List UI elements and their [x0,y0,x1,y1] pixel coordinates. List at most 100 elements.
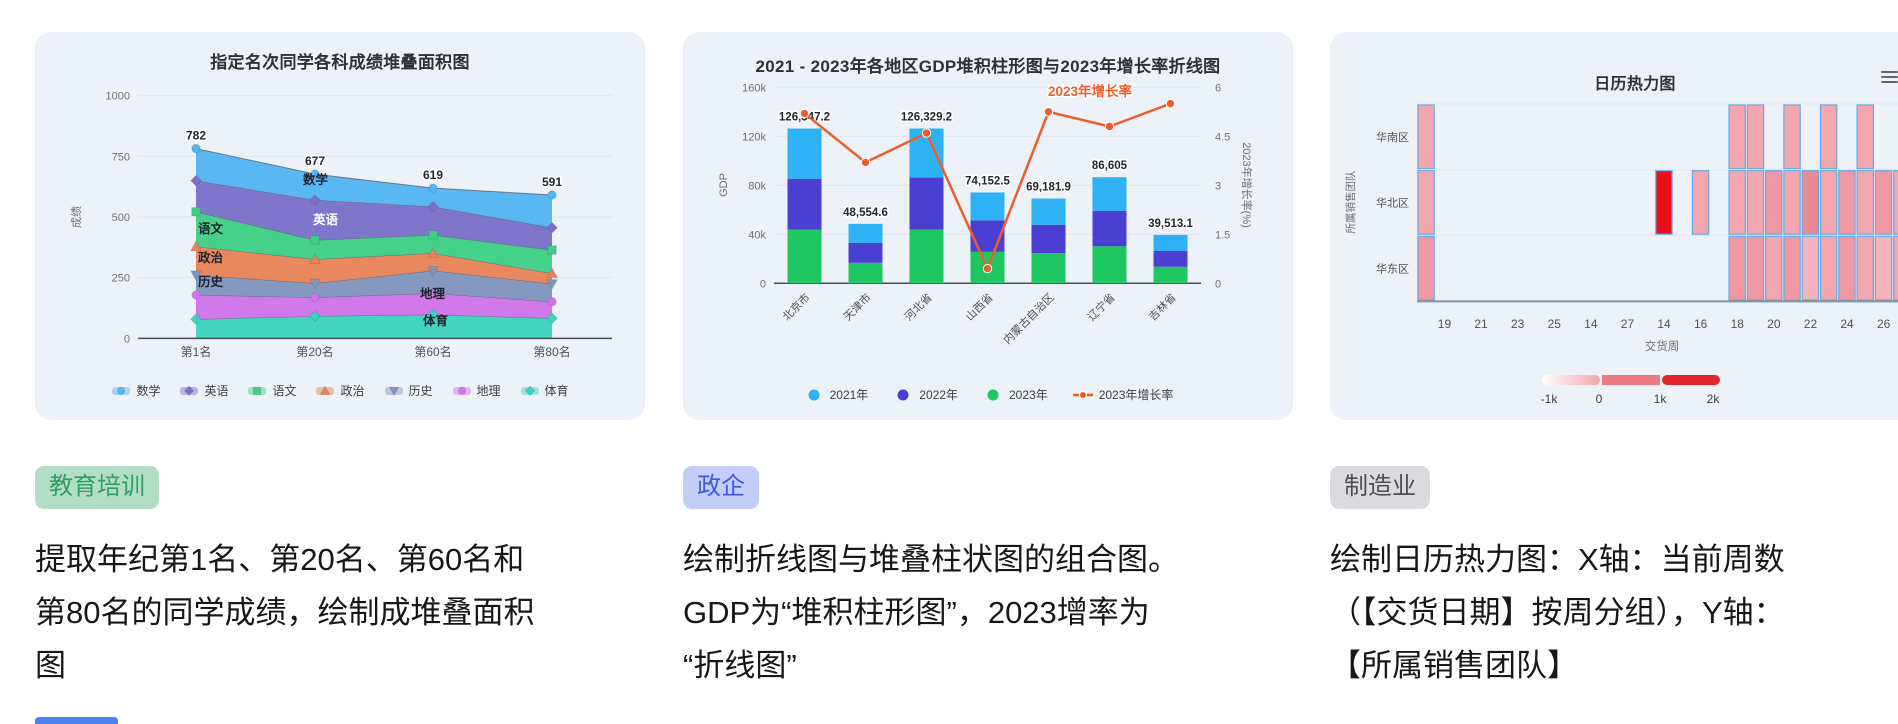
legend-item-2021年[interactable]: 2021年 [803,386,868,403]
point-英语-第20名[interactable] [309,194,321,206]
bar-天津市-2023年[interactable] [848,262,883,284]
point-政治-第80名[interactable] [545,267,559,279]
bar-天津市-2021年[interactable] [848,223,883,243]
gdp-combo-chart[interactable]: 0 40k 80k 120k 160k 0 1.5 3 4.5 6 GDP 2023年增长率(%) 12… [683,32,1293,420]
toolbox-menu-icon[interactable] [1881,71,1898,83]
heatmap-cell-华东区-col20[interactable] [1783,235,1801,301]
bar-北京市-2022年[interactable] [787,178,822,230]
point-数学-第20名[interactable] [310,169,320,179]
legend-marker-历史[interactable] [388,386,399,397]
legend-marker-地理[interactable] [457,386,466,395]
heatmap-cell-华北区-col21[interactable] [1801,170,1820,235]
legend-item-2023年[interactable]: 2023年 [982,386,1048,403]
point-地理-第1名[interactable] [191,290,201,300]
legend-item-地理[interactable]: 地理 [452,382,501,399]
heatmap-cell-华南区-col24[interactable] [1856,104,1874,170]
heatmap-cell-华北区-col24[interactable] [1856,170,1874,235]
point-政治-第20名[interactable] [308,253,322,264]
legend-marker-数学[interactable] [117,386,126,395]
point-语文-第80名[interactable] [547,245,557,255]
bar-辽宁省-2023年[interactable] [1092,246,1127,284]
growth-point-河北省[interactable] [921,128,932,138]
heatmap-cell-华北区-col19[interactable] [1765,170,1783,235]
legend-item-英语[interactable]: 英语 [179,382,228,399]
visualmap-segment-high[interactable] [1662,375,1720,385]
heatmap-cell-华东区-col17[interactable] [1728,235,1746,301]
growth-point-辽宁省[interactable] [1104,121,1115,132]
area-体育[interactable] [196,314,552,339]
visualmap-segment-mid[interactable] [1602,375,1660,385]
bar-吉林省-2022年[interactable] [1153,250,1188,267]
heatmap-cell-华北区-col23[interactable] [1838,170,1856,235]
heatmap-cell-华东区-col18[interactable] [1746,235,1765,301]
legend-item-体育[interactable]: 体育 [520,382,569,399]
bar-北京市-2021年[interactable] [787,128,822,179]
point-政治-第60名[interactable] [426,246,440,258]
heatmap-cell-华北区-col26[interactable] [1893,170,1898,235]
growth-point-北京市[interactable] [799,108,810,119]
bar-辽宁省-2021年[interactable] [1092,177,1127,211]
heatmap-cell-华北区-col17[interactable] [1728,170,1746,235]
heatmap-cell-华北区-col18[interactable] [1746,170,1765,235]
point-英语-第60名[interactable] [427,200,439,213]
visualmap-segment-low[interactable] [1542,375,1600,385]
area-政治[interactable] [196,246,552,284]
legend-item-2023年增长率[interactable]: 2023年增长率 [1072,386,1173,403]
point-历史-第1名[interactable] [189,270,203,282]
heatmap-cell-华北区-col13[interactable] [1655,170,1673,235]
point-历史-第80名[interactable] [545,279,559,291]
heatmap-cell-华南区-col0[interactable] [1417,104,1435,170]
bar-河北省-2023年[interactable] [909,229,944,284]
point-政治-第1名[interactable] [189,240,203,252]
bar-天津市-2022年[interactable] [848,242,883,263]
legend-item-历史[interactable]: 历史 [384,382,433,399]
bar-辽宁省-2022年[interactable] [1092,210,1127,247]
heatmap-cell-华东区-col0[interactable] [1417,235,1435,301]
point-体育-第1名[interactable] [190,313,202,326]
area-地理[interactable] [196,293,552,320]
heatmap-cell-华南区-col18[interactable] [1746,104,1765,170]
heatmap-cell-华南区-col22[interactable] [1819,104,1838,170]
heatmap-cell-华南区-col17[interactable] [1728,104,1746,170]
bar-山西省-2021年[interactable] [970,192,1005,221]
point-地理-第80名[interactable] [547,297,557,307]
bar-内蒙古自治区-2021年[interactable] [1031,198,1066,225]
point-体育-第60名[interactable] [427,308,439,321]
heatmap-cell-华东区-col19[interactable] [1765,235,1783,301]
growth-point-内蒙古自治区[interactable] [1043,107,1054,117]
heatmap-cell-华东区-col23[interactable] [1838,235,1856,301]
heatmap-cell-华东区-col26[interactable] [1893,235,1898,301]
point-数学-第80名[interactable] [547,190,557,200]
area-历史[interactable] [196,270,552,302]
heatmap-cell-华北区-col20[interactable] [1783,170,1801,235]
heatmap-cell-华北区-col15[interactable] [1691,170,1710,235]
legend-item-数学[interactable]: 数学 [111,382,160,399]
heatmap-cell-华南区-col20[interactable] [1783,104,1801,170]
legend-marker-语文[interactable] [253,386,262,395]
legend-item-语文[interactable]: 语文 [247,382,296,399]
legend-item-2022年[interactable]: 2022年 [892,386,958,403]
point-语文-第60名[interactable] [428,230,438,240]
point-英语-第1名[interactable] [190,174,202,187]
point-数学-第60名[interactable] [428,183,438,193]
heatmap-cell-华北区-col25[interactable] [1874,170,1893,235]
point-历史-第60名[interactable] [426,265,440,277]
legend-item-政治[interactable]: 政治 [315,382,365,399]
point-语文-第1名[interactable] [191,207,201,217]
bar-吉林省-2023年[interactable] [1153,266,1188,284]
heatmap-cell-华东区-col24[interactable] [1856,235,1874,301]
heatmap-cell-华北区-col0[interactable] [1417,170,1435,235]
heatmap-cell-华东区-col21[interactable] [1801,235,1820,301]
area-数学[interactable] [196,148,552,228]
bar-吉林省-2021年[interactable] [1153,234,1188,251]
point-数学-第1名[interactable] [191,143,201,154]
area-语文[interactable] [196,211,552,274]
partial-bottom-element[interactable] [35,717,118,724]
bar-内蒙古自治区-2023年[interactable] [1031,253,1066,284]
bar-北京市-2023年[interactable] [787,229,822,284]
legend-marker-英语[interactable] [184,385,195,397]
point-英语-第80名[interactable] [546,221,558,234]
legend-marker-体育[interactable] [524,385,535,397]
point-体育-第80名[interactable] [546,312,558,325]
